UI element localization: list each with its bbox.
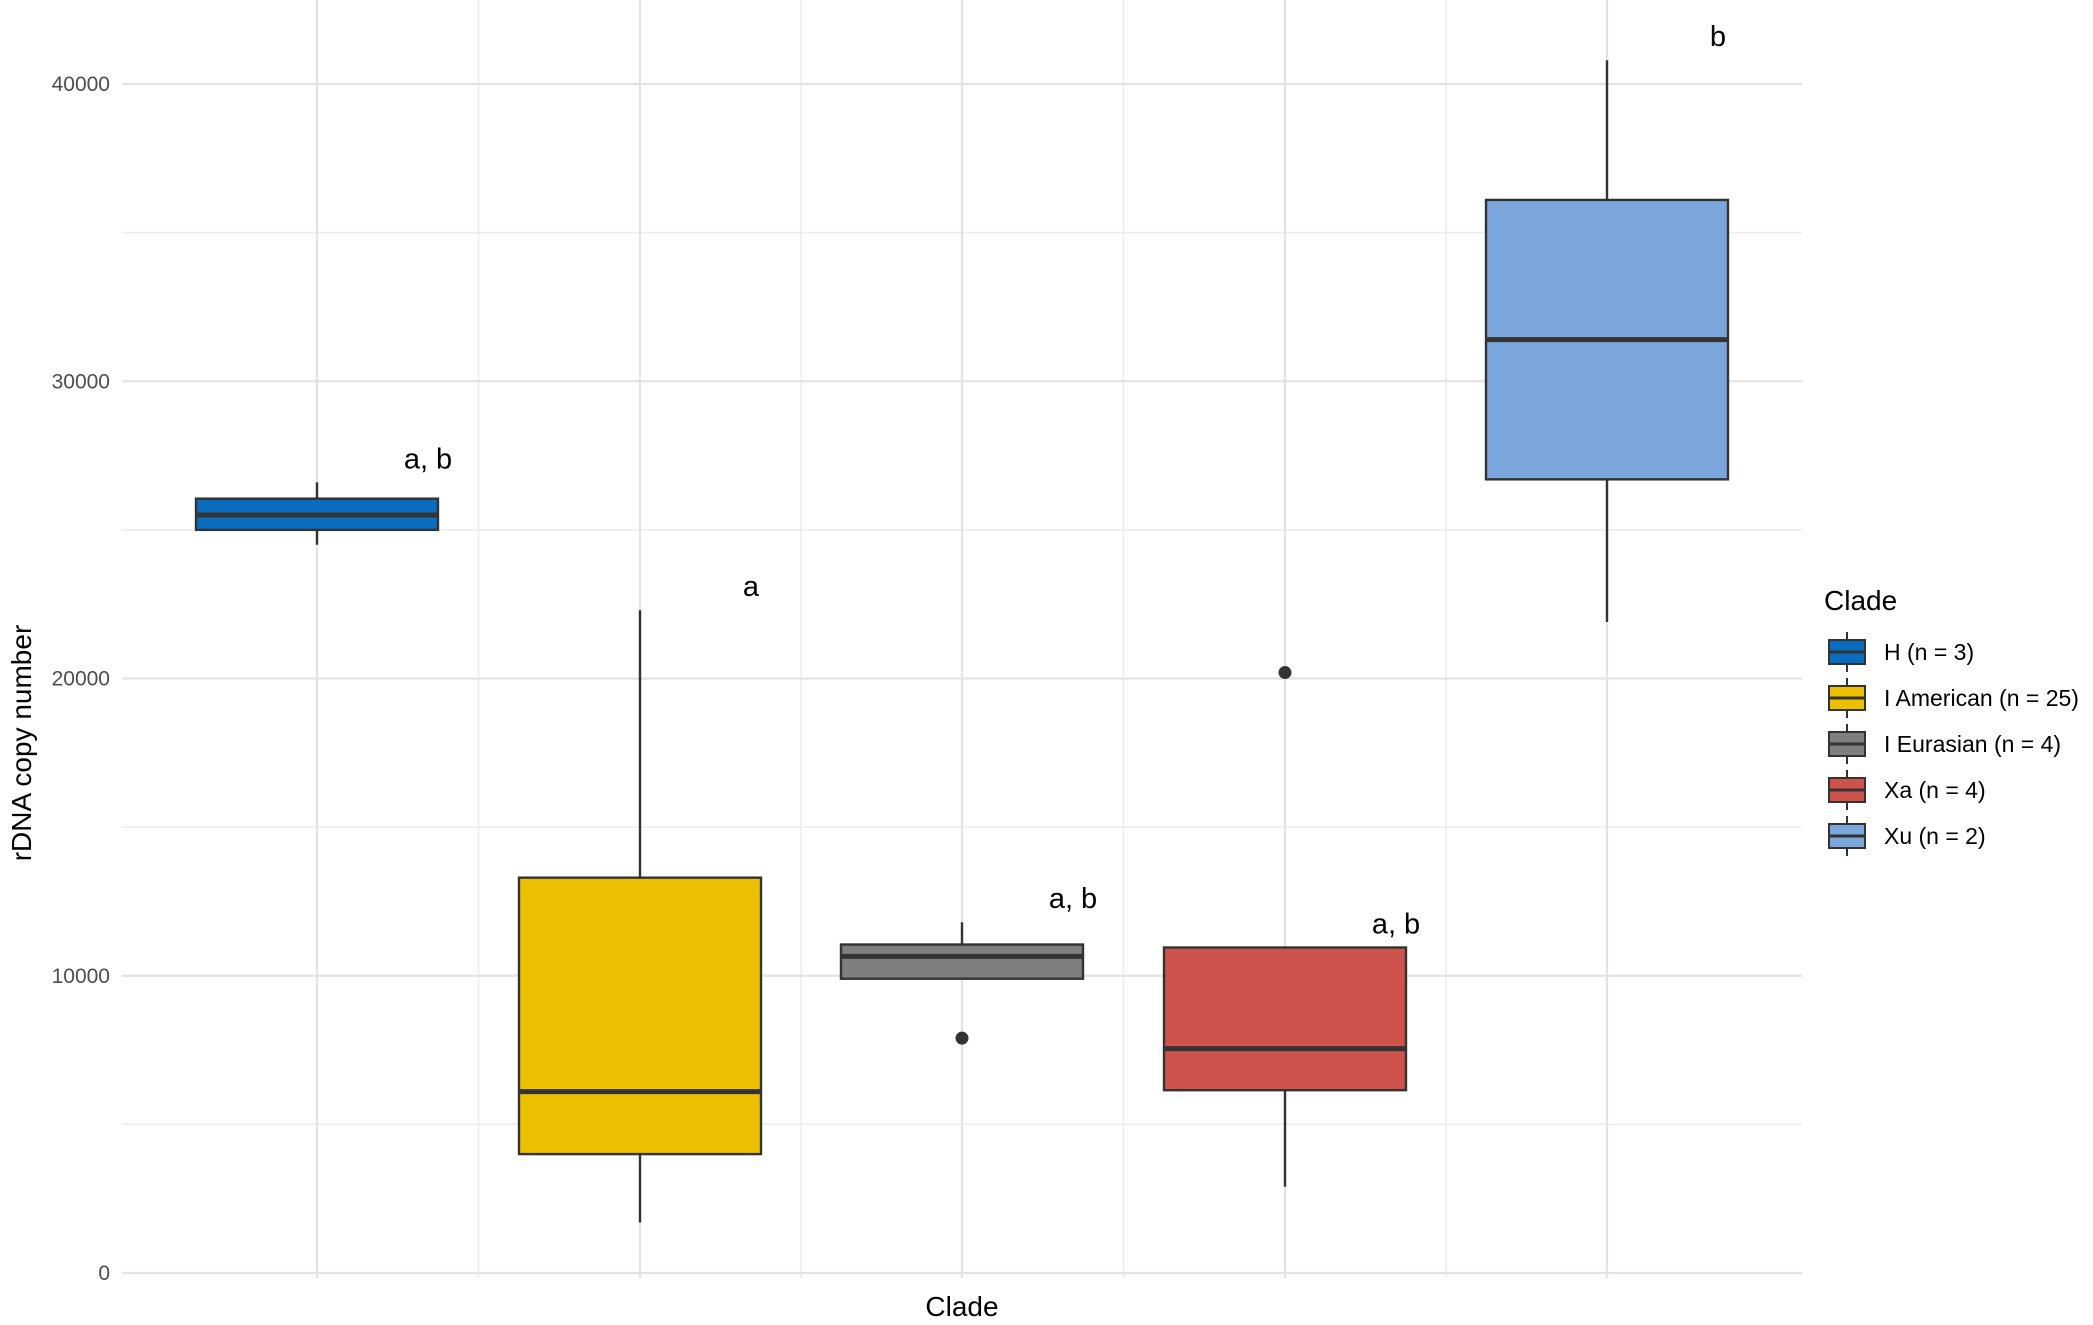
box-group bbox=[1162, 666, 1408, 1187]
legend-label: Xu (n = 2) bbox=[1884, 823, 1986, 849]
legend-item: I American (n = 25) bbox=[1828, 678, 2079, 718]
box-layer bbox=[194, 60, 1730, 1223]
legend-label: I Eurasian (n = 4) bbox=[1884, 731, 2061, 757]
legend-label: H (n = 3) bbox=[1884, 639, 1974, 665]
outlier-point bbox=[955, 1031, 969, 1045]
legend-item: Xa (n = 4) bbox=[1828, 770, 1986, 810]
box-iqr bbox=[839, 943, 1085, 980]
box-group bbox=[839, 922, 1085, 1045]
significance-letter: a, b bbox=[404, 443, 452, 475]
y-tick-label: 30000 bbox=[52, 370, 110, 393]
box-group bbox=[194, 482, 440, 545]
text-layer: 0 10000 20000 30000 40000 a, b a a, b a, b b bbox=[52, 21, 1726, 1285]
x-axis-title: Clade bbox=[925, 1291, 998, 1322]
y-tick-label: 10000 bbox=[52, 965, 110, 988]
significance-letter: a, b bbox=[1049, 883, 1097, 915]
y-tick-label: 40000 bbox=[52, 73, 110, 96]
y-tick-label: 0 bbox=[98, 1262, 110, 1285]
box-iqr bbox=[517, 876, 763, 1156]
significance-letter: a bbox=[743, 571, 760, 603]
legend: Clade H (n = 3) I American (n = 25) I Eura… bbox=[1824, 585, 2079, 856]
y-tick-label: 20000 bbox=[52, 668, 110, 691]
grid-layer bbox=[122, 0, 1802, 1278]
legend-item: Xu (n = 2) bbox=[1828, 816, 1986, 856]
outlier-point bbox=[1278, 666, 1292, 680]
legend-label: I American (n = 25) bbox=[1884, 685, 2079, 711]
significance-letter: b bbox=[1710, 21, 1726, 53]
box-group bbox=[1484, 60, 1730, 623]
significance-letter: a, b bbox=[1372, 909, 1420, 941]
y-axis-title: rDNA copy number bbox=[6, 625, 37, 862]
legend-label: Xa (n = 4) bbox=[1884, 777, 1986, 803]
box-iqr bbox=[1162, 946, 1408, 1092]
legend-item: I Eurasian (n = 4) bbox=[1828, 724, 2061, 764]
legend-item: H (n = 3) bbox=[1828, 632, 1974, 672]
box-group bbox=[517, 610, 763, 1223]
legend-title: Clade bbox=[1824, 585, 1897, 616]
